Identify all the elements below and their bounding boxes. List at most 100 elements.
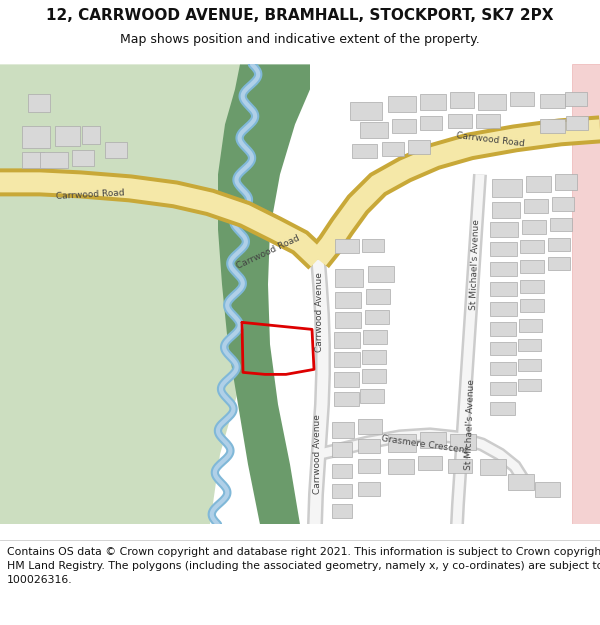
Bar bbox=[518, 339, 541, 351]
Bar bbox=[388, 459, 414, 474]
Polygon shape bbox=[572, 64, 600, 524]
Bar bbox=[490, 382, 516, 396]
Text: Carrwood Road: Carrwood Road bbox=[55, 188, 125, 201]
Bar bbox=[490, 342, 516, 356]
Bar bbox=[358, 419, 382, 434]
Bar bbox=[448, 459, 472, 473]
Bar bbox=[526, 176, 551, 192]
Polygon shape bbox=[307, 116, 600, 268]
Bar bbox=[82, 126, 100, 144]
Bar bbox=[335, 239, 359, 253]
Bar bbox=[490, 362, 516, 376]
Bar bbox=[408, 141, 430, 154]
Bar bbox=[358, 459, 380, 473]
Bar bbox=[335, 269, 363, 288]
Bar bbox=[335, 292, 361, 308]
Polygon shape bbox=[0, 168, 328, 269]
Bar bbox=[510, 92, 534, 106]
Bar bbox=[332, 464, 352, 478]
Polygon shape bbox=[316, 428, 531, 486]
Bar bbox=[566, 116, 588, 131]
Bar bbox=[332, 442, 352, 458]
Bar bbox=[365, 311, 389, 324]
Bar bbox=[22, 126, 50, 148]
Bar bbox=[366, 289, 390, 304]
Text: 12, CARRWOOD AVENUE, BRAMHALL, STOCKPORT, SK7 2PX: 12, CARRWOOD AVENUE, BRAMHALL, STOCKPORT… bbox=[46, 8, 554, 22]
Bar bbox=[524, 199, 548, 213]
Bar bbox=[520, 299, 544, 312]
Bar bbox=[382, 142, 404, 156]
Bar bbox=[352, 144, 377, 158]
Bar bbox=[332, 484, 352, 498]
Bar bbox=[334, 392, 359, 406]
Polygon shape bbox=[170, 64, 310, 524]
Bar bbox=[350, 102, 382, 121]
Bar bbox=[492, 179, 522, 198]
Bar bbox=[362, 369, 386, 383]
Text: Grasmere Crescent: Grasmere Crescent bbox=[381, 434, 469, 455]
Polygon shape bbox=[450, 174, 487, 525]
Bar bbox=[392, 119, 416, 133]
Bar bbox=[55, 126, 80, 146]
Bar bbox=[480, 459, 506, 476]
Bar bbox=[368, 266, 394, 282]
Polygon shape bbox=[0, 173, 325, 267]
Bar bbox=[478, 94, 506, 111]
Bar bbox=[360, 389, 384, 403]
Bar bbox=[28, 94, 50, 112]
Bar bbox=[420, 94, 446, 111]
Bar bbox=[335, 312, 361, 328]
Bar bbox=[490, 242, 517, 256]
Bar bbox=[519, 319, 542, 332]
Polygon shape bbox=[310, 259, 328, 524]
Bar bbox=[362, 239, 384, 252]
Bar bbox=[548, 238, 570, 251]
Bar bbox=[548, 258, 570, 271]
Bar bbox=[362, 351, 386, 364]
Bar bbox=[490, 302, 517, 316]
Text: St Michael's Avenue: St Michael's Avenue bbox=[464, 379, 476, 470]
Bar bbox=[105, 142, 127, 158]
Bar bbox=[520, 261, 544, 273]
Polygon shape bbox=[317, 430, 529, 485]
Polygon shape bbox=[310, 119, 600, 266]
Bar bbox=[520, 241, 544, 253]
Bar bbox=[492, 202, 520, 218]
Bar bbox=[490, 322, 516, 336]
Bar bbox=[420, 116, 442, 131]
Text: Map shows position and indicative extent of the property.: Map shows position and indicative extent… bbox=[120, 32, 480, 46]
Polygon shape bbox=[452, 174, 484, 524]
Bar bbox=[360, 122, 388, 138]
Text: St Michael's Avenue: St Michael's Avenue bbox=[469, 219, 481, 310]
Text: Carrwood Road: Carrwood Road bbox=[455, 131, 524, 148]
Bar bbox=[490, 282, 517, 296]
Bar bbox=[518, 359, 541, 371]
Bar bbox=[388, 434, 416, 452]
Polygon shape bbox=[0, 64, 265, 524]
Bar bbox=[520, 281, 544, 293]
Bar bbox=[448, 114, 472, 128]
Bar bbox=[332, 504, 352, 518]
Bar bbox=[522, 221, 546, 234]
Polygon shape bbox=[307, 259, 331, 524]
Bar bbox=[535, 482, 560, 498]
Bar bbox=[450, 434, 476, 451]
Text: Carrwood Avenue: Carrwood Avenue bbox=[314, 414, 323, 494]
Bar bbox=[334, 332, 360, 348]
Bar bbox=[550, 218, 572, 231]
Text: Carrwood Road: Carrwood Road bbox=[235, 234, 301, 271]
Bar bbox=[555, 174, 577, 191]
Text: Carrwood Avenue: Carrwood Avenue bbox=[316, 272, 325, 352]
Bar bbox=[22, 152, 44, 168]
Bar bbox=[420, 432, 446, 448]
Bar bbox=[363, 331, 387, 344]
Bar bbox=[388, 96, 416, 112]
Bar bbox=[334, 372, 359, 388]
Bar bbox=[418, 456, 442, 471]
Bar bbox=[490, 402, 515, 416]
Bar bbox=[476, 114, 500, 128]
Bar bbox=[490, 222, 518, 238]
Bar bbox=[450, 92, 474, 108]
Bar bbox=[540, 94, 565, 108]
Bar bbox=[552, 198, 574, 211]
